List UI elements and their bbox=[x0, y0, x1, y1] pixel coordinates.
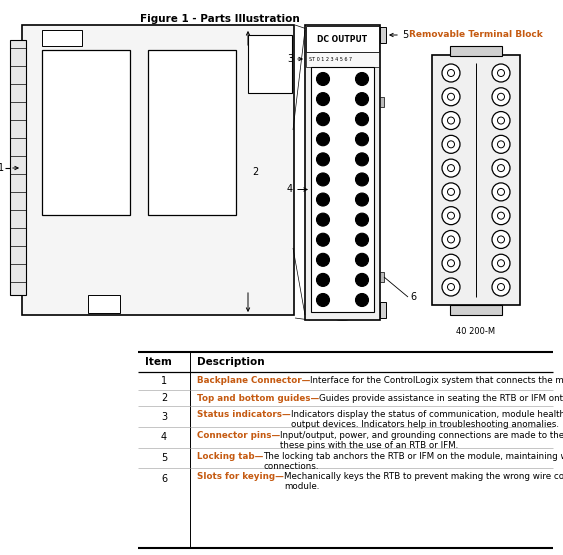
Text: ST 0 1 2 3 4 5 6 7: ST 0 1 2 3 4 5 6 7 bbox=[309, 57, 352, 62]
Circle shape bbox=[492, 278, 510, 296]
Bar bbox=[248, 35, 292, 93]
Text: Mechanically keys the RTB to prevent making the wrong wire connections to your
m: Mechanically keys the RTB to prevent mak… bbox=[284, 472, 563, 491]
Circle shape bbox=[316, 113, 329, 125]
Circle shape bbox=[316, 294, 329, 306]
Circle shape bbox=[355, 253, 369, 266]
Bar bbox=[306, 52, 379, 67]
Text: Top and bottom guides—: Top and bottom guides— bbox=[197, 394, 319, 403]
Bar bbox=[22, 25, 294, 315]
Text: Connector pins—: Connector pins— bbox=[197, 431, 280, 440]
Text: 40 200-M: 40 200-M bbox=[457, 327, 495, 336]
Bar bbox=[380, 302, 386, 318]
Bar bbox=[306, 26, 379, 52]
Circle shape bbox=[355, 93, 369, 105]
Text: 2: 2 bbox=[161, 393, 167, 403]
Circle shape bbox=[355, 153, 369, 166]
Circle shape bbox=[492, 135, 510, 153]
Text: Backplane Connector—: Backplane Connector— bbox=[197, 376, 310, 385]
Circle shape bbox=[442, 88, 460, 106]
Circle shape bbox=[355, 274, 369, 286]
Circle shape bbox=[355, 113, 369, 125]
Text: Input/output, power, and grounding connections are made to the module through
th: Input/output, power, and grounding conne… bbox=[280, 431, 563, 451]
Circle shape bbox=[316, 193, 329, 206]
Circle shape bbox=[442, 159, 460, 177]
Circle shape bbox=[492, 112, 510, 129]
Circle shape bbox=[355, 133, 369, 146]
Text: The locking tab anchors the RTB or IFM on the module, maintaining wiring
connect: The locking tab anchors the RTB or IFM o… bbox=[263, 452, 563, 471]
Text: 4: 4 bbox=[287, 184, 293, 194]
Bar bbox=[380, 97, 384, 107]
Text: 5: 5 bbox=[402, 30, 408, 40]
Text: Description: Description bbox=[197, 357, 265, 367]
Circle shape bbox=[492, 159, 510, 177]
Text: Status indicators—: Status indicators— bbox=[197, 410, 291, 419]
Text: 4: 4 bbox=[161, 432, 167, 442]
Circle shape bbox=[492, 88, 510, 106]
Circle shape bbox=[355, 173, 369, 186]
Circle shape bbox=[442, 112, 460, 129]
Bar bbox=[10, 40, 26, 295]
Circle shape bbox=[316, 173, 329, 186]
Circle shape bbox=[316, 153, 329, 166]
Bar bbox=[88, 295, 120, 313]
Text: 5: 5 bbox=[161, 453, 167, 463]
Circle shape bbox=[316, 133, 329, 146]
Circle shape bbox=[492, 183, 510, 201]
Circle shape bbox=[442, 230, 460, 249]
Circle shape bbox=[442, 206, 460, 225]
Bar bbox=[450, 305, 502, 315]
Text: DC OUTPUT: DC OUTPUT bbox=[318, 34, 368, 43]
Circle shape bbox=[355, 193, 369, 206]
Circle shape bbox=[442, 183, 460, 201]
Text: Removable Terminal Block: Removable Terminal Block bbox=[409, 30, 543, 39]
Text: 2: 2 bbox=[252, 167, 258, 177]
Text: Figure 1 - Parts Illustration: Figure 1 - Parts Illustration bbox=[140, 14, 300, 24]
Circle shape bbox=[316, 253, 329, 266]
Bar bbox=[42, 50, 130, 215]
Text: 3: 3 bbox=[287, 54, 293, 64]
Text: 1: 1 bbox=[0, 163, 4, 173]
Bar bbox=[380, 272, 384, 282]
Circle shape bbox=[316, 213, 329, 226]
Bar bbox=[450, 46, 502, 56]
Circle shape bbox=[355, 294, 369, 306]
Text: 6: 6 bbox=[161, 474, 167, 484]
Circle shape bbox=[316, 93, 329, 105]
Circle shape bbox=[442, 135, 460, 153]
Text: 1: 1 bbox=[161, 376, 167, 386]
Bar bbox=[380, 27, 386, 43]
Text: Interface for the ControlLogix system that connects the module to the backplane.: Interface for the ControlLogix system th… bbox=[310, 376, 563, 385]
Circle shape bbox=[492, 206, 510, 225]
Text: 6: 6 bbox=[410, 292, 416, 302]
Circle shape bbox=[492, 64, 510, 82]
Circle shape bbox=[355, 233, 369, 246]
Bar bbox=[432, 55, 520, 305]
Circle shape bbox=[442, 254, 460, 272]
Text: Item: Item bbox=[145, 357, 172, 367]
Bar bbox=[42, 30, 82, 46]
Circle shape bbox=[316, 274, 329, 286]
Text: Slots for keying—: Slots for keying— bbox=[197, 472, 284, 481]
Text: Guides provide assistance in seating the RTB or IFM onto the module.: Guides provide assistance in seating the… bbox=[319, 394, 563, 403]
Bar bbox=[148, 50, 236, 215]
Text: Indicators display the status of communication, module health, and input/
output: Indicators display the status of communi… bbox=[291, 410, 563, 430]
Circle shape bbox=[355, 73, 369, 85]
Circle shape bbox=[355, 213, 369, 226]
Circle shape bbox=[316, 73, 329, 85]
Text: 3: 3 bbox=[161, 411, 167, 421]
Bar bbox=[305, 25, 380, 320]
Circle shape bbox=[316, 233, 329, 246]
Bar bbox=[311, 67, 374, 312]
Circle shape bbox=[442, 278, 460, 296]
Circle shape bbox=[492, 230, 510, 249]
Circle shape bbox=[492, 254, 510, 272]
Circle shape bbox=[442, 64, 460, 82]
Text: Locking tab—: Locking tab— bbox=[197, 452, 263, 461]
